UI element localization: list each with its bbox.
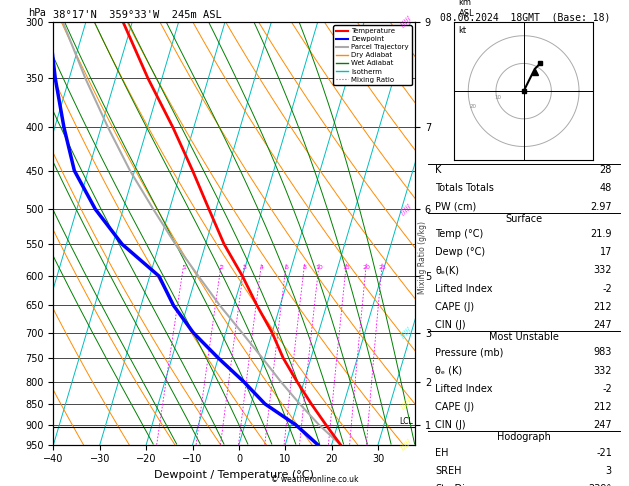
Text: 3: 3 xyxy=(242,265,247,270)
Text: Lifted Index: Lifted Index xyxy=(435,284,493,294)
Text: -2: -2 xyxy=(602,284,612,294)
Text: Most Unstable: Most Unstable xyxy=(489,332,559,342)
Text: CIN (J): CIN (J) xyxy=(435,420,466,430)
Text: 212: 212 xyxy=(593,402,612,412)
Text: 15: 15 xyxy=(342,265,350,270)
Text: 2: 2 xyxy=(220,265,223,270)
Text: 20: 20 xyxy=(362,265,370,270)
Text: K: K xyxy=(435,165,442,175)
Text: Totals Totals: Totals Totals xyxy=(435,184,494,193)
Text: 332: 332 xyxy=(593,265,612,276)
Text: Surface: Surface xyxy=(505,213,542,224)
Text: EH: EH xyxy=(435,448,449,457)
Text: StmDir: StmDir xyxy=(435,484,469,486)
Text: km
ASL: km ASL xyxy=(459,0,474,17)
Text: hPa: hPa xyxy=(28,8,46,17)
Text: 21.9: 21.9 xyxy=(591,229,612,239)
Text: SREH: SREH xyxy=(435,466,462,476)
Text: 247: 247 xyxy=(593,320,612,330)
Text: /////: ///// xyxy=(399,327,412,339)
Text: 8: 8 xyxy=(303,265,306,270)
Text: 332: 332 xyxy=(593,365,612,376)
Text: 10: 10 xyxy=(494,95,502,101)
Text: 28: 28 xyxy=(599,165,612,175)
Text: -2: -2 xyxy=(602,384,612,394)
Text: CAPE (J): CAPE (J) xyxy=(435,402,474,412)
Text: CIN (J): CIN (J) xyxy=(435,320,466,330)
Text: LCL: LCL xyxy=(399,417,413,426)
X-axis label: Dewpoint / Temperature (°C): Dewpoint / Temperature (°C) xyxy=(154,470,314,480)
Text: kt: kt xyxy=(459,26,467,35)
Text: 38°17'N  359°33'W  245m ASL: 38°17'N 359°33'W 245m ASL xyxy=(53,10,222,20)
Text: θₑ (K): θₑ (K) xyxy=(435,365,462,376)
Text: 48: 48 xyxy=(599,184,612,193)
Text: 3: 3 xyxy=(606,466,612,476)
Text: 17: 17 xyxy=(599,247,612,257)
Text: -21: -21 xyxy=(596,448,612,457)
Text: Hodograph: Hodograph xyxy=(497,432,550,442)
Text: 212: 212 xyxy=(593,302,612,312)
Text: 20: 20 xyxy=(469,104,476,109)
Text: Mixing Ratio (g/kg): Mixing Ratio (g/kg) xyxy=(418,221,427,294)
Text: 6: 6 xyxy=(284,265,288,270)
Text: θₑ(K): θₑ(K) xyxy=(435,265,459,276)
Text: 1: 1 xyxy=(182,265,186,270)
Text: Temp (°C): Temp (°C) xyxy=(435,229,484,239)
Text: 25: 25 xyxy=(378,265,386,270)
Text: 239°: 239° xyxy=(589,484,612,486)
Text: 983: 983 xyxy=(594,347,612,357)
Text: Lifted Index: Lifted Index xyxy=(435,384,493,394)
Text: PW (cm): PW (cm) xyxy=(435,202,477,212)
Text: 10: 10 xyxy=(315,265,323,270)
Text: Pressure (mb): Pressure (mb) xyxy=(435,347,504,357)
Text: 08.06.2024  18GMT  (Base: 18): 08.06.2024 18GMT (Base: 18) xyxy=(440,12,610,22)
Legend: Temperature, Dewpoint, Parcel Trajectory, Dry Adiabat, Wet Adiabat, Isotherm, Mi: Temperature, Dewpoint, Parcel Trajectory… xyxy=(333,25,411,86)
Text: 2.97: 2.97 xyxy=(590,202,612,212)
Text: 247: 247 xyxy=(593,420,612,430)
Text: 4: 4 xyxy=(259,265,264,270)
Text: /////: ///// xyxy=(399,398,412,410)
Text: /////: ///// xyxy=(399,16,412,28)
Text: © weatheronline.co.uk: © weatheronline.co.uk xyxy=(270,474,359,484)
Text: /////: ///// xyxy=(399,438,412,451)
Text: /////: ///// xyxy=(399,203,412,216)
Text: Dewp (°C): Dewp (°C) xyxy=(435,247,486,257)
Text: CAPE (J): CAPE (J) xyxy=(435,302,474,312)
